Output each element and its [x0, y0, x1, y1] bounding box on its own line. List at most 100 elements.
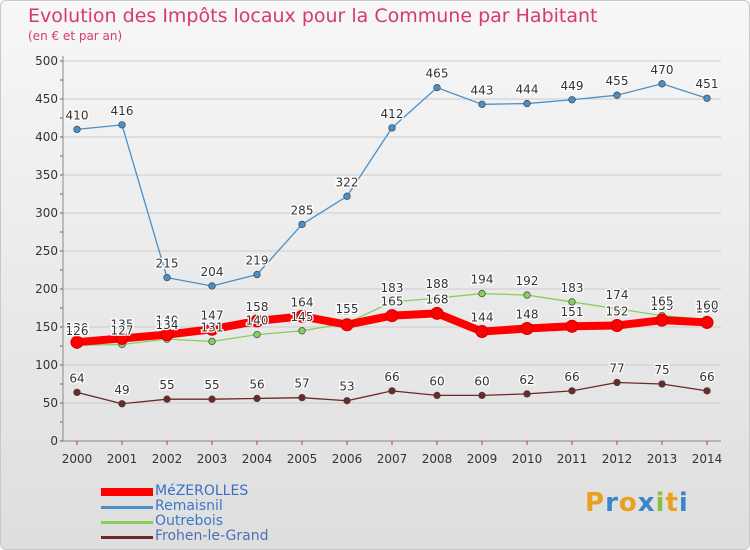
series [70, 80, 714, 408]
data-label: 465 [426, 67, 449, 81]
data-point [253, 394, 261, 403]
x-tick-label: 2000 [62, 452, 93, 466]
data-point [205, 322, 219, 336]
x-tick-label: 2013 [647, 452, 678, 466]
data-label: 155 [336, 302, 359, 316]
data-label: 204 [201, 265, 224, 279]
y-tick-label: 50 [43, 396, 58, 410]
data-label: 165 [651, 295, 674, 309]
data-point [613, 378, 621, 387]
data-point [613, 91, 621, 99]
data-label: 57 [294, 377, 309, 391]
data-label: 219 [246, 254, 269, 268]
data-point [478, 100, 486, 108]
data-label: 62 [519, 373, 534, 387]
x-tick-label: 2005 [287, 452, 318, 466]
x-tick-label: 2007 [377, 452, 408, 466]
legend-swatch [101, 488, 153, 496]
axes: 0 50 100 150 200 250 300 350 400 450 500 2000 2001 20… [35, 54, 722, 466]
data-point [388, 124, 396, 132]
data-point [658, 80, 666, 88]
data-label: 449 [561, 79, 584, 93]
data-label: 322 [336, 175, 359, 189]
data-label: 75 [654, 363, 669, 377]
data-label: 164 [291, 295, 314, 309]
data-label: 60 [474, 374, 489, 388]
data-point [433, 294, 441, 302]
data-point [253, 270, 261, 279]
data-point [298, 220, 306, 229]
data-label: 194 [471, 273, 494, 287]
x-tick-label: 2004 [242, 452, 273, 466]
x-tick-label: 2014 [692, 452, 723, 466]
data-point [160, 328, 174, 342]
data-label: 412 [381, 107, 404, 121]
data-label: 444 [516, 83, 539, 97]
data-point [430, 306, 444, 320]
data-point [433, 83, 441, 92]
data-point [298, 327, 306, 335]
data-point [385, 309, 399, 323]
data-label: 183 [561, 281, 584, 295]
data-label: 159 [651, 299, 674, 313]
x-tick-label: 2001 [107, 452, 138, 466]
data-label: 168 [426, 292, 449, 306]
data-point [523, 390, 531, 398]
y-tick-label: 150 [35, 320, 58, 334]
data-point [73, 125, 81, 134]
data-label: 158 [246, 300, 269, 314]
data-label: 49 [114, 383, 129, 397]
data-label: 55 [204, 378, 219, 392]
data-point [568, 387, 576, 395]
data-label: 416 [111, 104, 134, 118]
data-label: 192 [516, 274, 539, 288]
y-tick-label: 100 [35, 358, 58, 372]
data-label: 64 [69, 371, 84, 385]
data-label: 140 [156, 314, 179, 328]
data-label: 66 [699, 370, 714, 384]
legend-swatch [101, 521, 153, 524]
data-label: 140 [246, 314, 269, 328]
data-point [343, 192, 351, 200]
data-label: 126 [66, 324, 89, 338]
data-label: 144 [471, 311, 494, 325]
data-label: 215 [156, 257, 179, 271]
y-tick-label: 500 [35, 54, 58, 68]
data-point [118, 121, 126, 129]
data-label: 131 [201, 320, 224, 334]
data-label: 165 [381, 295, 404, 309]
y-tick-label: 400 [35, 130, 58, 144]
data-label: 153 [336, 304, 359, 318]
data-point [208, 282, 216, 290]
data-label: 160 [696, 298, 719, 312]
legend-label: MéZEROLLES [155, 483, 249, 499]
data-point [340, 318, 354, 332]
data-point [208, 337, 216, 346]
data-point [388, 298, 396, 306]
data-point [613, 305, 621, 313]
data-label: 53 [339, 380, 354, 394]
data-label: 148 [516, 308, 539, 322]
chart-title: Evolution des Impôts locaux pour la Comm… [28, 5, 598, 27]
grid-lines [63, 60, 721, 442]
data-point [703, 94, 711, 102]
data-point [523, 99, 531, 108]
data-label: 451 [696, 77, 719, 91]
data-label: 134 [156, 318, 179, 332]
data-label: 455 [606, 74, 629, 88]
data-point [250, 314, 264, 328]
data-labels: 130 135 140 147 158 164 153 165 168 144 148 151 152 1… [64, 62, 719, 398]
data-point [253, 330, 261, 339]
y-tick-label: 300 [35, 206, 58, 220]
data-point [433, 391, 441, 400]
data-label: 188 [426, 277, 449, 291]
data-point [700, 315, 714, 329]
data-point [523, 291, 531, 299]
data-label: 285 [291, 203, 314, 217]
data-point [388, 387, 396, 395]
y-tick-label: 200 [35, 282, 58, 296]
x-tick-label: 2006 [332, 452, 363, 466]
data-label: 152 [606, 304, 629, 318]
data-point [658, 380, 666, 388]
